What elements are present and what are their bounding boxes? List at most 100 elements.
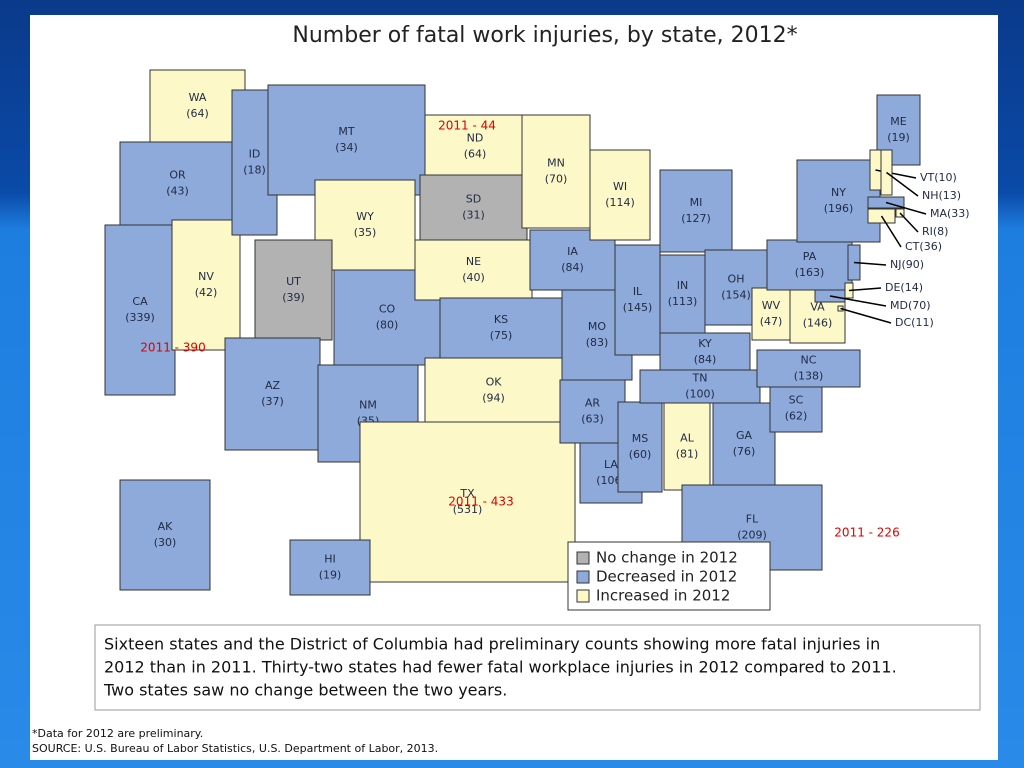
state-count: (154) [721, 289, 751, 302]
legend-label: No change in 2012 [596, 549, 738, 567]
state-count: (18) [243, 164, 266, 177]
state-abbr: NC [801, 354, 817, 367]
state-abbr: TX [459, 487, 475, 500]
small-state-label: MA(33) [930, 207, 970, 220]
state-abbr: MO [588, 320, 606, 333]
state-count: (84) [561, 261, 584, 274]
state-count: (94) [482, 392, 505, 405]
state-abbr: MN [547, 157, 565, 170]
state-count: (76) [733, 445, 756, 458]
state-abbr: NV [198, 270, 214, 283]
state [149, 69, 246, 143]
state-count: (40) [462, 271, 485, 284]
leader-line [853, 261, 887, 266]
state-count: (60) [629, 448, 652, 461]
leader-line [848, 287, 882, 292]
leader-line [840, 307, 892, 324]
state-count: (43) [166, 185, 189, 198]
state [796, 159, 881, 243]
state [289, 539, 371, 596]
state-count: (31) [462, 209, 485, 222]
state-count: (42) [195, 286, 218, 299]
legend-label: Decreased in 2012 [596, 568, 737, 586]
small-state-label: DC(11) [895, 316, 934, 329]
small-state-label: VT(10) [920, 171, 957, 184]
summary-box [94, 624, 981, 711]
state [119, 141, 236, 226]
state-count: (37) [261, 395, 284, 408]
state [119, 479, 211, 591]
state-abbr: KS [494, 313, 508, 326]
state [267, 84, 426, 196]
state-abbr: MT [338, 125, 354, 138]
small-state-label: DE(14) [885, 281, 923, 294]
state-count: (81) [676, 448, 699, 461]
state-abbr: GA [736, 429, 753, 442]
state-abbr: OH [728, 273, 745, 286]
state-abbr: MS [632, 432, 648, 445]
legend [567, 541, 771, 611]
summary-line: Two states saw no change between the two… [103, 681, 507, 700]
leader-line [880, 215, 902, 248]
state-count: (70) [545, 173, 568, 186]
leader-line [899, 212, 919, 233]
state [424, 357, 563, 424]
state-count: (146) [803, 317, 833, 330]
state [614, 244, 661, 356]
small-state-label: MD(70) [890, 299, 931, 312]
state-abbr: OR [169, 169, 186, 182]
state-abbr: WV [762, 299, 781, 312]
state-count: (35) [354, 226, 377, 239]
state-count: (84) [694, 353, 717, 366]
state-count: (83) [586, 336, 609, 349]
state [756, 349, 861, 388]
annotation: 2011 - 44 [438, 119, 496, 133]
state [766, 239, 853, 291]
state [712, 402, 776, 486]
state-abbr: PA [803, 250, 817, 263]
state [254, 239, 333, 341]
state-count: (339) [125, 311, 155, 324]
state [589, 149, 651, 241]
state [439, 297, 563, 359]
state-count: (64) [186, 107, 209, 120]
small-state-label: NJ(90) [890, 258, 924, 271]
state [659, 332, 751, 372]
state [104, 224, 176, 396]
state-abbr: VA [810, 301, 825, 314]
state-abbr: IA [567, 245, 578, 258]
state-abbr: HI [324, 553, 336, 566]
title: Number of fatal work injuries, by state,… [292, 23, 797, 48]
state-count: (209) [737, 529, 767, 542]
state [617, 401, 663, 493]
state [659, 254, 706, 334]
state-count: (127) [681, 212, 711, 225]
state-count: (531) [453, 503, 483, 516]
state-abbr: AL [680, 432, 695, 445]
state-count: (62) [785, 410, 808, 423]
state [419, 174, 528, 241]
leader-line [885, 201, 927, 215]
state-abbr: CA [132, 295, 148, 308]
state-count: (163) [795, 266, 825, 279]
small-state-label: CT(36) [905, 240, 942, 253]
annotation: 2011 - 390 [140, 341, 205, 355]
state-abbr: NM [359, 399, 377, 412]
state [559, 379, 626, 444]
state-count: (63) [581, 413, 604, 426]
state-abbr: AR [585, 397, 601, 410]
leader-line [886, 171, 919, 197]
state-count: (114) [605, 196, 635, 209]
state-count: (30) [154, 536, 177, 549]
state-abbr: TN [692, 372, 708, 385]
state-abbr: SD [466, 193, 481, 206]
state [333, 269, 441, 366]
legend-label: Increased in 2012 [596, 587, 730, 605]
state [769, 384, 823, 433]
small-state-label: NH(13) [922, 189, 961, 202]
state-abbr: WI [613, 180, 627, 193]
state [659, 169, 733, 253]
state-abbr: ID [249, 148, 261, 161]
state-count: (196) [824, 202, 854, 215]
